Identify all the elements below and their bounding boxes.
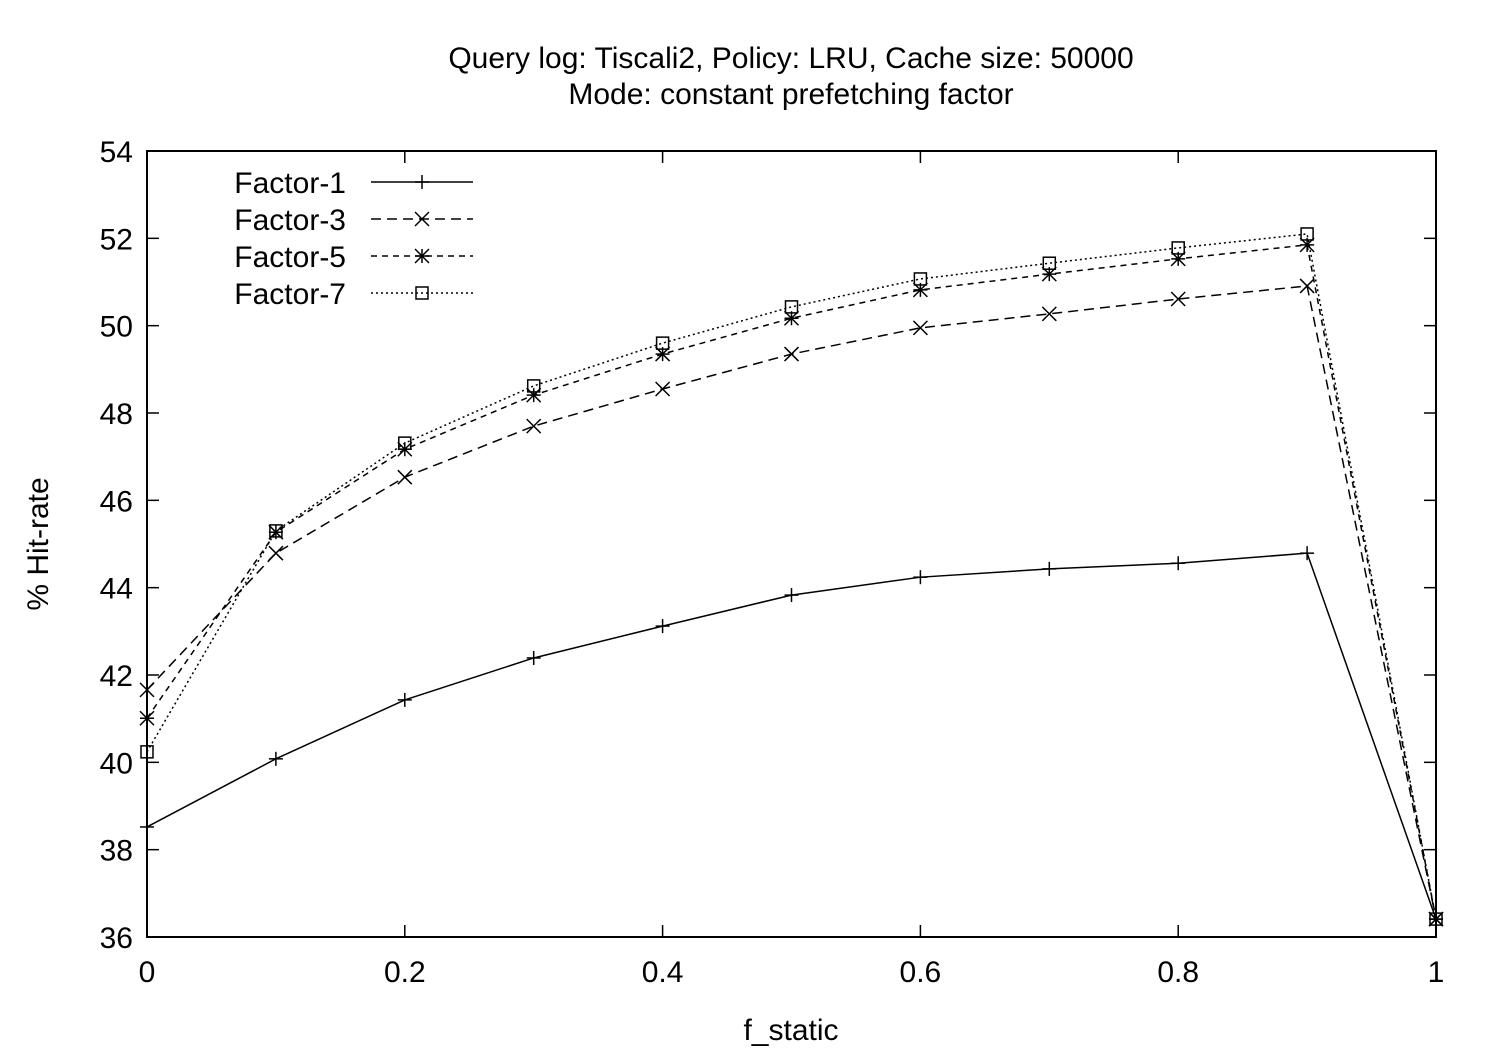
marker-stroke bbox=[1300, 227, 1314, 241]
data-point-factor-3 bbox=[1299, 278, 1315, 294]
data-point-factor-3 bbox=[268, 545, 284, 561]
data-point-factor-7 bbox=[526, 379, 541, 393]
y-tick-label: 38 bbox=[100, 835, 133, 868]
legend-label: Factor-5 bbox=[234, 241, 346, 274]
chart-title: Query log: Tiscali2, Policy: LRU, Cache … bbox=[448, 42, 1133, 75]
y-tick-label: 40 bbox=[100, 747, 133, 780]
data-point-factor-7 bbox=[1042, 256, 1057, 270]
y-tick-label: 46 bbox=[100, 485, 133, 518]
data-point-factor-7 bbox=[1300, 227, 1314, 241]
legend-label: Factor-3 bbox=[234, 204, 346, 237]
y-tick-label: 44 bbox=[100, 573, 133, 606]
chart-subtitle: Mode: constant prefetching factor bbox=[568, 78, 1013, 111]
marker-stroke bbox=[139, 710, 155, 726]
data-point-factor-3 bbox=[1170, 291, 1186, 307]
x-tick-label: 1 bbox=[1428, 956, 1445, 989]
data-point-factor-1 bbox=[1300, 546, 1315, 561]
legend-label: Factor-7 bbox=[234, 278, 346, 311]
marker-stroke bbox=[913, 272, 928, 286]
marker-stroke bbox=[526, 379, 541, 393]
y-tick-label: 48 bbox=[100, 398, 133, 431]
data-point-factor-3 bbox=[139, 682, 155, 698]
marker-stroke bbox=[269, 524, 283, 538]
legend-marker bbox=[414, 248, 430, 264]
y-axis-label: % Hit-rate bbox=[22, 477, 55, 610]
marker-stroke bbox=[397, 469, 413, 485]
data-point-factor-3 bbox=[526, 418, 542, 434]
data-point-factor-5 bbox=[139, 710, 155, 726]
marker-stroke bbox=[526, 387, 542, 403]
x-tick-label: 0.6 bbox=[900, 956, 942, 989]
plot-frame bbox=[146, 150, 1437, 938]
x-tick-label: 0.8 bbox=[1157, 956, 1199, 989]
data-point-factor-3 bbox=[783, 346, 800, 362]
data-point-factor-1 bbox=[655, 619, 670, 634]
marker-stroke bbox=[139, 682, 155, 698]
series-line-factor-1 bbox=[146, 552, 1437, 920]
x-axis-label: f_static bbox=[743, 1014, 838, 1047]
marker-stroke bbox=[655, 381, 671, 397]
data-point-factor-1 bbox=[784, 588, 799, 603]
data-point-factor-3 bbox=[1041, 306, 1057, 322]
marker-stroke bbox=[1170, 291, 1186, 307]
y-tick-label: 42 bbox=[100, 660, 133, 693]
x-tick-label: 0.2 bbox=[384, 956, 426, 989]
data-point-factor-1 bbox=[1042, 561, 1057, 576]
marker-stroke bbox=[1041, 306, 1057, 322]
marker-stroke bbox=[526, 418, 542, 434]
series-line-factor-3 bbox=[146, 285, 1437, 920]
marker-stroke bbox=[1299, 278, 1315, 294]
data-point-factor-1 bbox=[268, 751, 283, 766]
data-point-factor-7 bbox=[398, 436, 412, 450]
marker-stroke bbox=[912, 320, 928, 336]
marker-stroke bbox=[398, 436, 412, 450]
marker-stroke bbox=[140, 745, 154, 759]
y-tick-label: 52 bbox=[100, 223, 133, 256]
data-point-factor-3 bbox=[397, 469, 413, 485]
data-point-factor-5 bbox=[526, 387, 542, 403]
marker-stroke bbox=[784, 300, 799, 314]
data-point-factor-3 bbox=[912, 320, 928, 336]
marker-stroke bbox=[1171, 241, 1185, 255]
x-tick-label: 0.4 bbox=[642, 956, 684, 989]
marker-stroke bbox=[268, 545, 284, 561]
data-point-factor-7 bbox=[1429, 912, 1443, 926]
x-tick-label: 0 bbox=[139, 956, 156, 989]
data-point-factor-7 bbox=[784, 300, 799, 314]
marker-stroke bbox=[415, 286, 429, 300]
legend-marker bbox=[415, 286, 429, 300]
marker-stroke bbox=[655, 336, 670, 350]
series-line-factor-5 bbox=[146, 244, 1437, 920]
data-point-factor-7 bbox=[655, 336, 670, 350]
data-point-factor-7 bbox=[269, 524, 283, 538]
marker-stroke bbox=[414, 211, 430, 227]
marker-stroke bbox=[414, 248, 430, 264]
y-tick-label: 50 bbox=[100, 311, 133, 344]
data-point-factor-1 bbox=[140, 819, 154, 834]
data-point-factor-7 bbox=[140, 745, 154, 759]
data-point-factor-7 bbox=[913, 272, 928, 286]
marker-stroke bbox=[783, 346, 800, 362]
legend-label: Factor-1 bbox=[234, 167, 346, 200]
data-point-factor-1 bbox=[913, 570, 928, 585]
data-point-factor-7 bbox=[1171, 241, 1185, 255]
marker-stroke bbox=[1429, 912, 1443, 926]
data-point-factor-1 bbox=[526, 650, 541, 665]
legend-marker bbox=[415, 175, 429, 189]
y-tick-label: 36 bbox=[100, 922, 133, 955]
legend-marker bbox=[414, 211, 430, 227]
marker-stroke bbox=[1042, 256, 1057, 270]
data-point-factor-1 bbox=[397, 692, 412, 707]
data-point-factor-3 bbox=[655, 381, 671, 397]
series-line-factor-7 bbox=[146, 233, 1437, 920]
data-point-factor-1 bbox=[1171, 556, 1186, 571]
y-tick-label: 54 bbox=[100, 136, 133, 169]
